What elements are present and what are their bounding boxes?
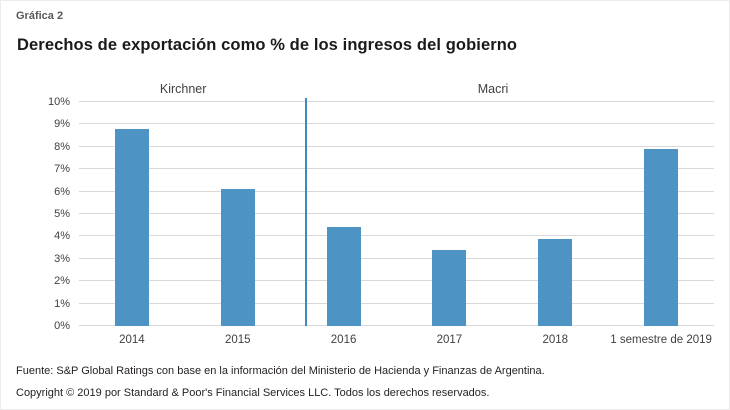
gridline-3% <box>79 257 714 259</box>
y-axis-tick-label: 6% <box>54 185 70 198</box>
copyright-note: Copyright © 2019 por Standard & Poor's F… <box>16 387 490 399</box>
x-axis-label: 2017 <box>436 334 463 346</box>
gridline-2% <box>79 280 714 282</box>
y-axis-tick-label: 2% <box>54 275 70 288</box>
bar-2017 <box>432 249 467 326</box>
x-axis-label: 2018 <box>542 334 569 346</box>
figure-tag: Gráfica 2 <box>16 10 64 22</box>
x-axis-label: 1 semestre de 2019 <box>610 334 712 346</box>
x-axis-label: 2016 <box>330 334 357 346</box>
gridline-9% <box>79 123 714 125</box>
y-axis-tick-label: 8% <box>54 140 70 153</box>
gridline-7% <box>79 168 714 170</box>
gridline-1% <box>79 302 714 304</box>
y-axis-tick-label: 5% <box>54 208 70 220</box>
bar-2016 <box>326 227 361 326</box>
plot-area: 0% 1% 2% 3% 4% 5% 6% 7% 8% 9% 10% 2014 2015 2016 2017 2… <box>48 82 714 346</box>
y-axis-tick-label: 4% <box>54 230 70 243</box>
x-axis-label: 2015 <box>224 334 251 346</box>
y-axis-tick-label: 1% <box>54 297 70 310</box>
era-divider-line <box>305 98 308 326</box>
y-axis-tick-label: 7% <box>54 163 70 176</box>
bar-2018 <box>538 238 573 326</box>
x-axis-label: 2014 <box>119 334 145 346</box>
y-axis-tick-label: 9% <box>54 118 70 131</box>
gridline-0% <box>79 325 714 326</box>
era-label-kirchner: Kirchner <box>159 82 207 96</box>
gridline-5% <box>79 213 714 214</box>
chart-title: Derechos de exportación como % de los in… <box>17 36 518 54</box>
gridline-8% <box>79 145 714 147</box>
gridline-6% <box>79 190 714 192</box>
bar-2014 <box>114 128 149 326</box>
gridline-10% <box>79 101 714 102</box>
y-axis-tick-label: 0% <box>54 320 70 332</box>
y-axis-tick-label: 10% <box>47 96 70 108</box>
bar-1 semestre de 2019 <box>644 149 679 326</box>
y-axis-tick-label: 3% <box>54 252 70 265</box>
source-note: Fuente: S&P Global Ratings con base en l… <box>16 365 545 377</box>
bar-2015 <box>220 189 255 326</box>
gridline-4% <box>79 235 714 237</box>
era-label-macri: Macri <box>477 82 509 96</box>
